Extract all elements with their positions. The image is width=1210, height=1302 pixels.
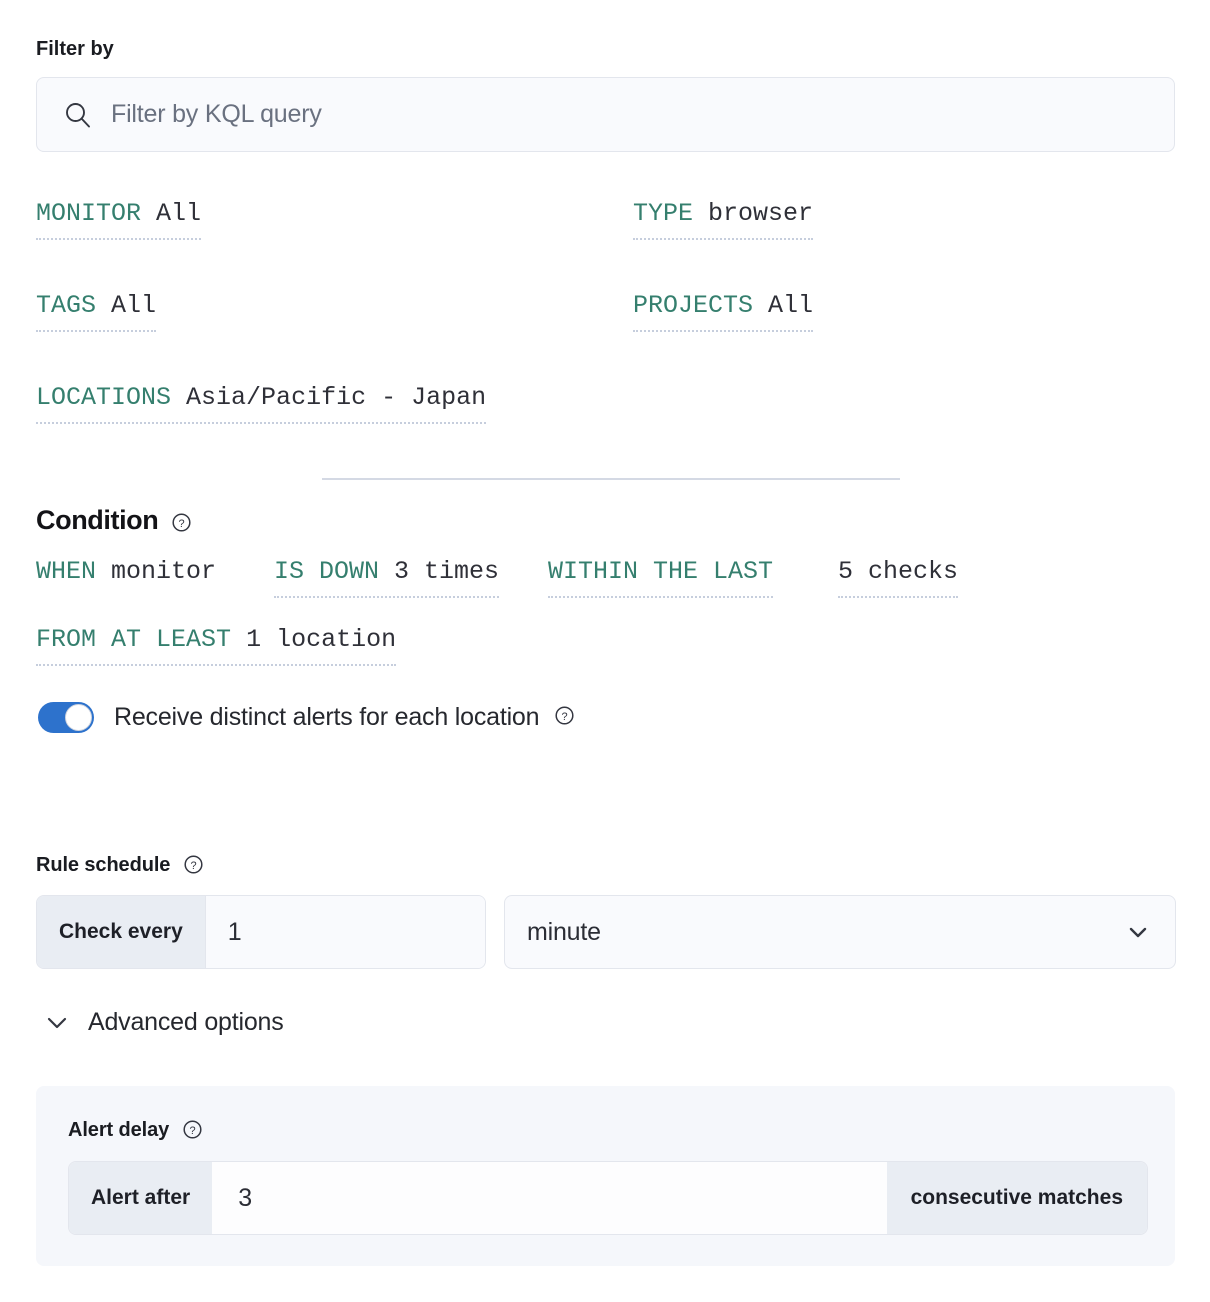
filter-value: All: [768, 291, 814, 320]
filter-expression-projects[interactable]: PROJECTS All: [633, 291, 814, 332]
filter-keyword: PROJECTS: [633, 291, 754, 320]
help-icon[interactable]: ?: [183, 1120, 202, 1139]
search-icon: [63, 100, 93, 130]
rule-schedule-controls: Check every 1 minute: [36, 895, 1176, 969]
section-divider: [322, 478, 900, 480]
condition-keyword: WITHIN THE LAST: [548, 557, 774, 586]
condition-part-within-the-last[interactable]: WITHIN THE LAST: [548, 557, 774, 598]
filter-keyword: MONITOR: [36, 199, 142, 228]
svg-text:?: ?: [562, 711, 568, 723]
filter-keyword: TYPE: [633, 199, 694, 228]
condition-part-is-down[interactable]: IS DOWN 3 times: [274, 557, 500, 598]
check-every-label: Check every: [37, 896, 206, 968]
chevron-down-icon: [44, 1010, 70, 1036]
toggle-knob: [65, 704, 92, 731]
svg-text:?: ?: [190, 860, 196, 872]
condition-title: Condition: [36, 505, 159, 535]
help-icon[interactable]: ?: [555, 706, 574, 725]
advanced-options-toggle[interactable]: Advanced options: [44, 1008, 284, 1037]
filter-value: Asia/Pacific - Japan: [186, 383, 487, 412]
alert-after-label: Alert after: [69, 1162, 213, 1234]
filter-value: All: [111, 291, 157, 320]
filter-by-label: Filter by: [36, 38, 114, 60]
condition-keyword: WHEN: [36, 557, 97, 586]
schedule-unit-select[interactable]: minute: [504, 895, 1176, 969]
schedule-unit-value: minute: [527, 917, 601, 946]
condition-part-checks[interactable]: 5 checks: [838, 557, 959, 598]
condition-keyword: IS DOWN: [274, 557, 380, 586]
condition-keyword: FROM AT LEAST: [36, 625, 232, 654]
kql-search-placeholder: Filter by KQL query: [111, 100, 322, 128]
rule-schedule-heading: Rule schedule ?: [36, 854, 203, 877]
advanced-options-label: Advanced options: [88, 1008, 284, 1036]
distinct-alerts-row: Receive distinct alerts for each locatio…: [38, 702, 574, 733]
svg-text:?: ?: [189, 1125, 195, 1137]
rule-schedule-title: Rule schedule: [36, 854, 171, 876]
alert-delay-heading: Alert delay ?: [68, 1119, 202, 1142]
filter-expression-type[interactable]: TYPE browser: [633, 199, 814, 240]
alert-delay-title: Alert delay: [68, 1119, 170, 1141]
distinct-alerts-toggle[interactable]: [38, 702, 94, 733]
consecutive-matches-label: consecutive matches: [886, 1162, 1147, 1234]
kql-search-input[interactable]: Filter by KQL query: [36, 77, 1175, 152]
svg-text:?: ?: [178, 518, 184, 530]
condition-heading: Condition ?: [36, 505, 191, 536]
filter-keyword: TAGS: [36, 291, 97, 320]
alert-after-input[interactable]: 3: [212, 1162, 887, 1234]
filter-keyword: LOCATIONS: [36, 383, 172, 412]
chevron-down-icon: [1125, 919, 1151, 945]
distinct-alerts-label: Receive distinct alerts for each locatio…: [114, 703, 540, 731]
help-icon[interactable]: ?: [184, 855, 203, 874]
filter-expression-locations[interactable]: LOCATIONS Asia/Pacific - Japan: [36, 383, 487, 424]
condition-value: 3 times: [394, 557, 500, 586]
condition-part-from-at-least[interactable]: FROM AT LEAST 1 location: [36, 625, 397, 666]
condition-value: 1 location: [246, 625, 397, 654]
filter-value: All: [156, 199, 202, 228]
alert-after-group: Alert after 3 consecutive matches: [68, 1161, 1148, 1235]
filter-expression-monitor[interactable]: MONITOR All: [36, 199, 202, 240]
condition-value: 5 checks: [838, 557, 959, 586]
help-icon[interactable]: ?: [172, 513, 191, 532]
filter-value: browser: [708, 199, 814, 228]
condition-value: monitor: [111, 557, 217, 586]
condition-part-when[interactable]: WHEN monitor: [36, 557, 216, 596]
check-every-group: Check every 1: [36, 895, 486, 969]
filter-expression-tags[interactable]: TAGS All: [36, 291, 157, 332]
check-every-input[interactable]: 1: [205, 896, 485, 968]
